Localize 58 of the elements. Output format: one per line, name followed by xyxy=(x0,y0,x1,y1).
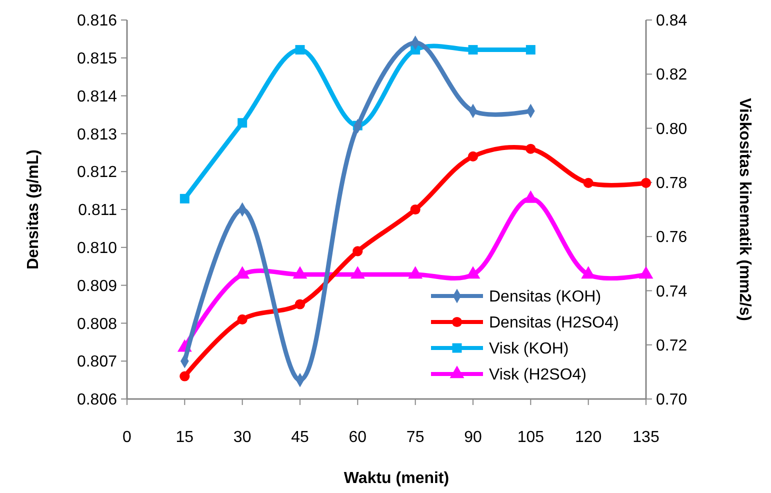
point xyxy=(180,371,190,382)
y-tick-label: 0.814 xyxy=(76,88,118,106)
point xyxy=(292,266,308,279)
x-axis-title: Waktu (menit) xyxy=(344,470,450,487)
y-tick-label: 0.811 xyxy=(78,202,118,220)
point xyxy=(523,190,538,203)
point xyxy=(583,178,594,188)
x-tick-label: 0 xyxy=(122,429,132,446)
y-tick-label: 0.816 xyxy=(76,12,118,30)
y2-axis-title: Viskositas kinematik (mm2/s) xyxy=(736,98,753,321)
legend-label: Visk (H2SO4) xyxy=(489,366,587,384)
y2-tick-label: 0.70 xyxy=(656,392,688,409)
point xyxy=(468,45,478,55)
point xyxy=(180,194,190,204)
y2-tick-label: 0.74 xyxy=(656,283,688,300)
y2-tick-label: 0.80 xyxy=(656,120,688,138)
point xyxy=(526,144,536,154)
point xyxy=(640,178,652,188)
point xyxy=(294,299,306,310)
point xyxy=(581,266,596,279)
legend-label: Visk (KOH) xyxy=(489,340,569,358)
y-tick-label: 0.815 xyxy=(76,50,118,68)
y-tick-label: 0.813 xyxy=(76,126,118,144)
x-tick-label: 135 xyxy=(632,429,660,446)
x-tick-label: 30 xyxy=(233,429,252,446)
y-axis-title: Densitas (g/mL) xyxy=(25,149,42,270)
y2-tick-label: 0.76 xyxy=(656,229,688,246)
point xyxy=(408,266,423,279)
y2-tick-label: 0.84 xyxy=(656,12,688,30)
point xyxy=(352,246,363,256)
x-tick-label: 15 xyxy=(176,429,194,446)
x-tick-label: 45 xyxy=(291,429,309,446)
y2-tick-label: 0.82 xyxy=(656,66,688,84)
x-tick-label: 105 xyxy=(517,429,544,446)
x-tick-label: 90 xyxy=(464,429,482,446)
y2-tick-label: 0.72 xyxy=(656,337,688,354)
x-tick-label: 60 xyxy=(348,429,367,446)
point xyxy=(350,266,365,279)
y-tick-label: 0.806 xyxy=(76,392,118,409)
y-tick-label: 0.807 xyxy=(76,354,118,371)
point xyxy=(238,118,248,128)
point xyxy=(295,45,305,55)
y-tick-label: 0.808 xyxy=(76,316,118,333)
legend-label: Densitas (KOH) xyxy=(489,288,602,306)
point xyxy=(410,204,420,215)
point xyxy=(237,314,248,324)
legend-label: Densitas (H2SO4) xyxy=(489,314,619,332)
y-tick-label: 0.812 xyxy=(76,164,118,182)
point xyxy=(466,266,480,279)
y2-tick-label: 0.78 xyxy=(656,175,688,192)
point xyxy=(638,266,654,279)
point xyxy=(526,45,536,55)
y-tick-label: 0.810 xyxy=(76,240,118,257)
x-tick-label: 75 xyxy=(406,429,424,446)
point xyxy=(468,151,478,162)
x-tick-label: 120 xyxy=(574,429,602,446)
y-tick-label: 0.809 xyxy=(76,278,118,295)
point xyxy=(235,266,250,279)
